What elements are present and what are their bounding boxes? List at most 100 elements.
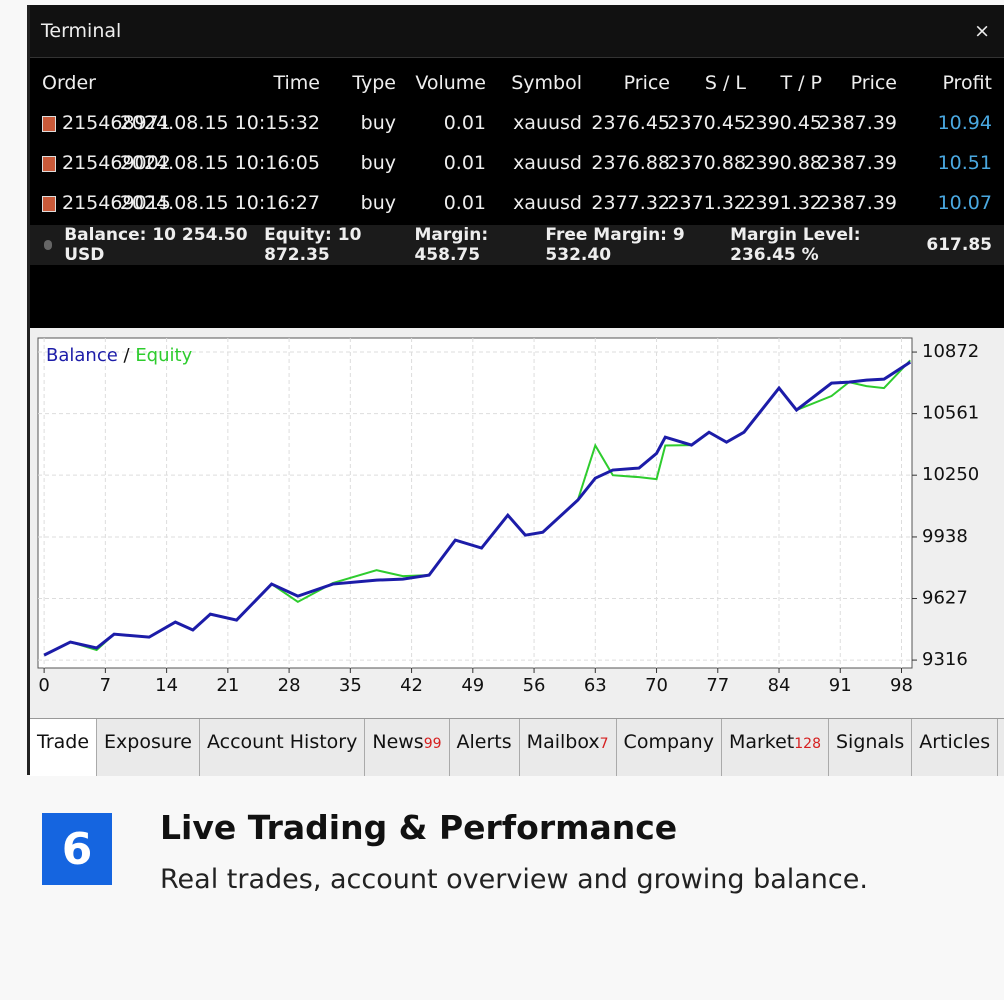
- cell: 215469015: [62, 192, 171, 214]
- tab-label: Trade: [37, 731, 90, 753]
- cell: 215468971: [62, 112, 171, 134]
- terminal-header: Terminal ×: [30, 5, 1004, 58]
- tab-label: Account History: [207, 731, 358, 753]
- cell: 2387.39: [818, 112, 897, 134]
- cell: 2377.32: [591, 192, 670, 214]
- cell: 2376.88: [591, 152, 670, 174]
- summary-item: Margin: 458.75: [414, 225, 489, 265]
- cell: 2024.08.15 10:15:32: [119, 112, 320, 134]
- y-tick-label: 9627: [922, 588, 968, 609]
- cell: xauusd: [513, 192, 582, 214]
- tab-label: Mailbox: [526, 731, 600, 753]
- tab[interactable]: Company: [617, 719, 722, 776]
- x-tick-label: 49: [461, 675, 484, 696]
- y-tick-label: 9316: [922, 649, 968, 670]
- summary-item: Equity: 10 872.35: [264, 225, 362, 265]
- tab-label: Signals: [835, 731, 905, 753]
- cell: 2370.88: [667, 152, 746, 174]
- order-icon: [42, 156, 56, 172]
- cell: 0.01: [443, 152, 486, 174]
- cell: Time: [273, 72, 321, 94]
- cell: buy: [360, 192, 396, 214]
- tab-badge: 7: [599, 736, 609, 752]
- tab-label: News: [372, 731, 424, 753]
- cell: Price: [623, 72, 670, 94]
- order-icon: [42, 196, 56, 212]
- cell: 215469002: [62, 152, 171, 174]
- cell: 10.07: [937, 192, 992, 214]
- cell: 2024.08.15 10:16:27: [119, 192, 320, 214]
- legend-separator: /: [118, 345, 136, 366]
- x-tick-label: 7: [100, 675, 111, 696]
- cell: Symbol: [511, 72, 582, 94]
- x-tick-label: 28: [278, 675, 301, 696]
- trade-row: 215469002 2024.08.15 10:16:05 buy 0.01 xauus…: [30, 142, 1004, 182]
- series-line: [43, 360, 912, 657]
- tab[interactable]: News99: [365, 719, 450, 776]
- cell: buy: [360, 152, 396, 174]
- close-button[interactable]: ×: [974, 20, 990, 42]
- y-tick-label: 9938: [922, 526, 968, 547]
- tab-badge: 128: [794, 736, 821, 752]
- x-tick-label: 70: [645, 675, 668, 696]
- x-tick-label: 0: [38, 675, 49, 696]
- cell: Type: [352, 72, 396, 94]
- cell: 0.01: [443, 112, 486, 134]
- cell: 2376.45: [591, 112, 670, 134]
- tab-label: Alerts: [456, 731, 512, 753]
- summary-bar: Balance: 10 254.50 USD Equity: 10 872.35 M…: [30, 225, 1004, 265]
- cell: 2371.32: [667, 192, 746, 214]
- tab[interactable]: Market128: [722, 719, 829, 776]
- trade-row: 215468971 2024.08.15 10:15:32 buy 0.01 xauus…: [30, 102, 1004, 142]
- legend-entry: Balance: [46, 345, 118, 366]
- cell: 2387.39: [818, 152, 897, 174]
- caption-subtitle: Real trades, account overview and growin…: [160, 864, 868, 895]
- summary-item: Margin Level: 236.45 %: [730, 225, 861, 265]
- x-tick-label: 84: [768, 675, 791, 696]
- caption-title: Live Trading & Performance: [160, 808, 678, 847]
- x-tick-label: 98: [890, 675, 913, 696]
- tab-badge: 99: [423, 736, 442, 752]
- legend: Balance / Equity: [46, 345, 193, 366]
- x-tick-label: 42: [400, 675, 423, 696]
- cell: Order: [42, 72, 96, 94]
- x-tick-label: 35: [339, 675, 362, 696]
- cell: 0.01: [443, 192, 486, 214]
- tab[interactable]: Trade: [30, 719, 98, 776]
- tab[interactable]: Exposure: [97, 719, 200, 776]
- terminal: Terminal × Balance: 10 254.50 USD Equity: …: [30, 5, 1004, 328]
- cell: Profit: [942, 72, 992, 94]
- x-tick-label: 63: [584, 675, 607, 696]
- y-tick-label: 10250: [922, 464, 979, 485]
- tab-label: Exposure: [104, 731, 192, 753]
- tab-label: Company: [623, 731, 714, 753]
- cell: 2390.45: [743, 112, 822, 134]
- tab-bar: Trade Exposure Account History News99 Alerts…: [30, 718, 1004, 776]
- summary-item: Balance: 10 254.50 USD: [64, 225, 248, 265]
- x-tick-label: 14: [155, 675, 178, 696]
- chart: 9316 9627 9938 10250 10561 10872 0 7 14 21 28 35 42 4…: [30, 328, 1004, 718]
- legend-entry: Equity: [135, 345, 192, 366]
- tab[interactable]: Articles: [912, 719, 999, 776]
- y-tick-label: 10561: [922, 403, 979, 424]
- x-tick-label: 77: [706, 675, 729, 696]
- tab[interactable]: Mailbox7: [520, 719, 617, 776]
- tab[interactable]: Alerts: [450, 719, 520, 776]
- cell: xauusd: [513, 112, 582, 134]
- column-header: Order Time Type Volume Symbol Price S / L T / P…: [30, 62, 1004, 102]
- step-number: 6: [42, 813, 112, 885]
- tab[interactable]: Account History: [200, 719, 366, 776]
- cell: 2387.39: [818, 192, 897, 214]
- summary-item: Free Margin: 9 532.40: [545, 225, 685, 265]
- plot-area: [37, 337, 913, 669]
- cell: 2024.08.15 10:16:05: [119, 152, 320, 174]
- cell: Volume: [415, 72, 486, 94]
- total-profit: 617.85: [926, 235, 992, 255]
- cell: 2391.32: [743, 192, 822, 214]
- cell: T / P: [780, 72, 822, 94]
- order-icon: [42, 116, 56, 132]
- tab[interactable]: Signals: [829, 719, 913, 776]
- left-border: [27, 5, 30, 775]
- cell: Price: [850, 72, 897, 94]
